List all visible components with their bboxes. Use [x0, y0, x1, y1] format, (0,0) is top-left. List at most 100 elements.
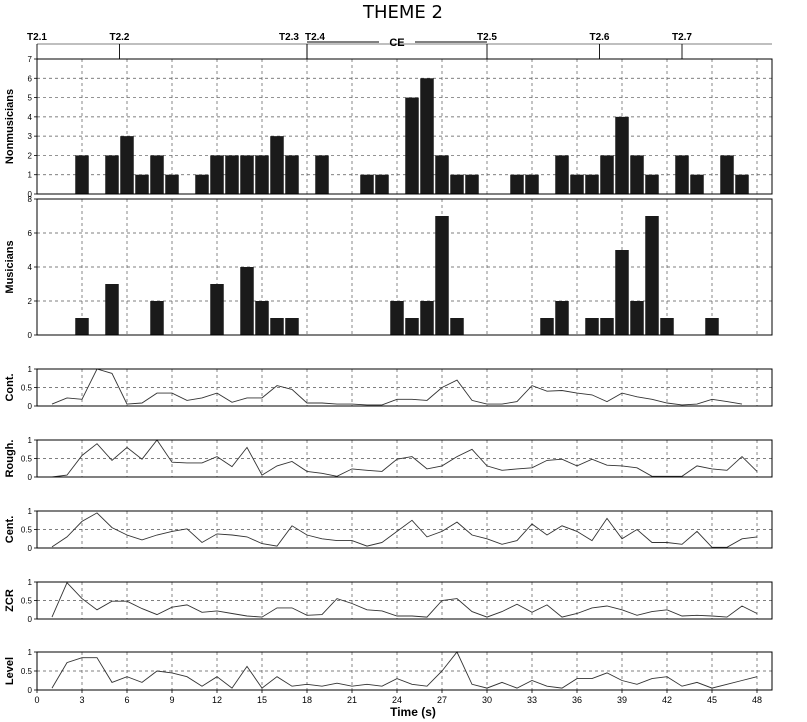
bar — [675, 155, 689, 194]
panel-2: 0 2 4 6 8 Musicians — [4, 195, 773, 340]
bar — [240, 267, 254, 335]
bar — [600, 155, 614, 194]
bar — [660, 318, 674, 335]
y-tick-label: 6 — [28, 74, 33, 83]
panel-frame — [36, 58, 773, 195]
segment-label: T2.2 — [109, 32, 129, 43]
series-line — [51, 581, 758, 618]
y-tick-label: 0 — [28, 686, 33, 695]
bar — [585, 174, 599, 194]
x-tick-label: 9 — [169, 695, 174, 705]
bar — [435, 216, 449, 335]
segment-label: T2.7 — [672, 32, 692, 43]
y-tick-label: 7 — [28, 55, 33, 64]
y-tick-label: 0.5 — [21, 455, 33, 464]
bar — [450, 174, 464, 194]
bar — [690, 174, 704, 194]
x-tick-label: 21 — [347, 695, 357, 705]
y-tick-label: 1 — [28, 578, 33, 587]
bar — [405, 318, 419, 335]
y-tick-label: 2 — [28, 151, 33, 160]
y-tick-label: 1 — [28, 436, 33, 445]
y-tick-label: 0.5 — [21, 526, 33, 535]
bar — [150, 301, 164, 335]
series-line — [51, 439, 758, 478]
bar — [720, 155, 734, 194]
y-axis-label: Cont. — [4, 373, 16, 401]
y-axis-label: Rough. — [4, 440, 16, 478]
y-tick-label: 0.5 — [21, 667, 33, 676]
bar — [630, 155, 644, 194]
segment-label: T2.3 — [279, 32, 299, 43]
bar — [420, 301, 434, 335]
bar — [735, 174, 749, 194]
segment-label: T2.6 — [589, 32, 609, 43]
bar — [375, 174, 389, 194]
figure-title: THEME 2 — [362, 2, 443, 23]
x-tick-label: 15 — [257, 695, 267, 705]
y-tick-label: 5 — [28, 94, 33, 103]
bar — [75, 318, 89, 335]
bar — [570, 174, 584, 194]
bar — [420, 78, 434, 194]
ce-label: CE — [389, 37, 404, 49]
y-tick-label: 1 — [28, 171, 33, 180]
y-tick-label: 8 — [28, 195, 33, 204]
bar — [645, 216, 659, 335]
bar — [540, 318, 554, 335]
panel-frame — [36, 651, 773, 691]
series-line — [51, 512, 758, 548]
panel-frame — [36, 439, 773, 478]
bar — [225, 155, 239, 194]
bar — [135, 174, 149, 194]
bar — [645, 174, 659, 194]
y-tick-label: 0 — [28, 190, 33, 199]
bar — [165, 174, 179, 194]
series-line — [51, 651, 758, 689]
bar — [585, 318, 599, 335]
x-tick-label: 42 — [662, 695, 672, 705]
x-tick-label: 39 — [617, 695, 627, 705]
x-tick-label: 18 — [302, 695, 312, 705]
bar — [435, 155, 449, 194]
y-tick-label: 4 — [28, 113, 33, 122]
y-tick-label: 0 — [28, 331, 33, 340]
x-tick-label: 27 — [437, 695, 447, 705]
y-tick-label: 3 — [28, 132, 33, 141]
x-tick-label: 12 — [212, 695, 222, 705]
panel-frame — [36, 368, 773, 407]
bar — [105, 284, 119, 335]
x-tick-label: 24 — [392, 695, 402, 705]
y-axis-label: Musicians — [4, 240, 16, 293]
bar — [465, 174, 479, 194]
panel-4: 0 0.5 1 Rough. — [4, 436, 773, 482]
bar — [405, 97, 419, 194]
bar — [705, 318, 719, 335]
y-tick-label: 1 — [28, 365, 33, 374]
bar — [195, 174, 209, 194]
bar — [390, 301, 404, 335]
y-axis-label: Cent. — [4, 516, 16, 544]
y-axis-label: ZCR — [4, 589, 16, 612]
bar — [210, 284, 224, 335]
y-tick-label: 0 — [28, 615, 33, 624]
bar — [150, 155, 164, 194]
bar — [615, 250, 629, 335]
bar — [630, 301, 644, 335]
panels: 0 1 2 3 4 5 6 7 Nonmusicians 0 2 4 6 8 Musicians 0 0.5 1 C… — [4, 55, 773, 695]
x-tick-label: 0 — [34, 695, 39, 705]
y-tick-label: 1 — [28, 648, 33, 657]
panel-frame — [36, 581, 773, 620]
segment-header: T2.1 T2.2 T2.3 T2.4 T2.5 T2.6 T2.7 CE — [27, 32, 772, 59]
bar — [240, 155, 254, 194]
y-tick-label: 1 — [28, 507, 33, 516]
x-tick-label: 6 — [124, 695, 129, 705]
series-line — [51, 368, 743, 406]
bar — [255, 301, 269, 335]
x-tick-label: 48 — [752, 695, 762, 705]
bar — [360, 174, 374, 194]
bar — [555, 155, 569, 194]
x-tick-label: 36 — [572, 695, 582, 705]
bar — [510, 174, 524, 194]
x-tick-label: 45 — [707, 695, 717, 705]
